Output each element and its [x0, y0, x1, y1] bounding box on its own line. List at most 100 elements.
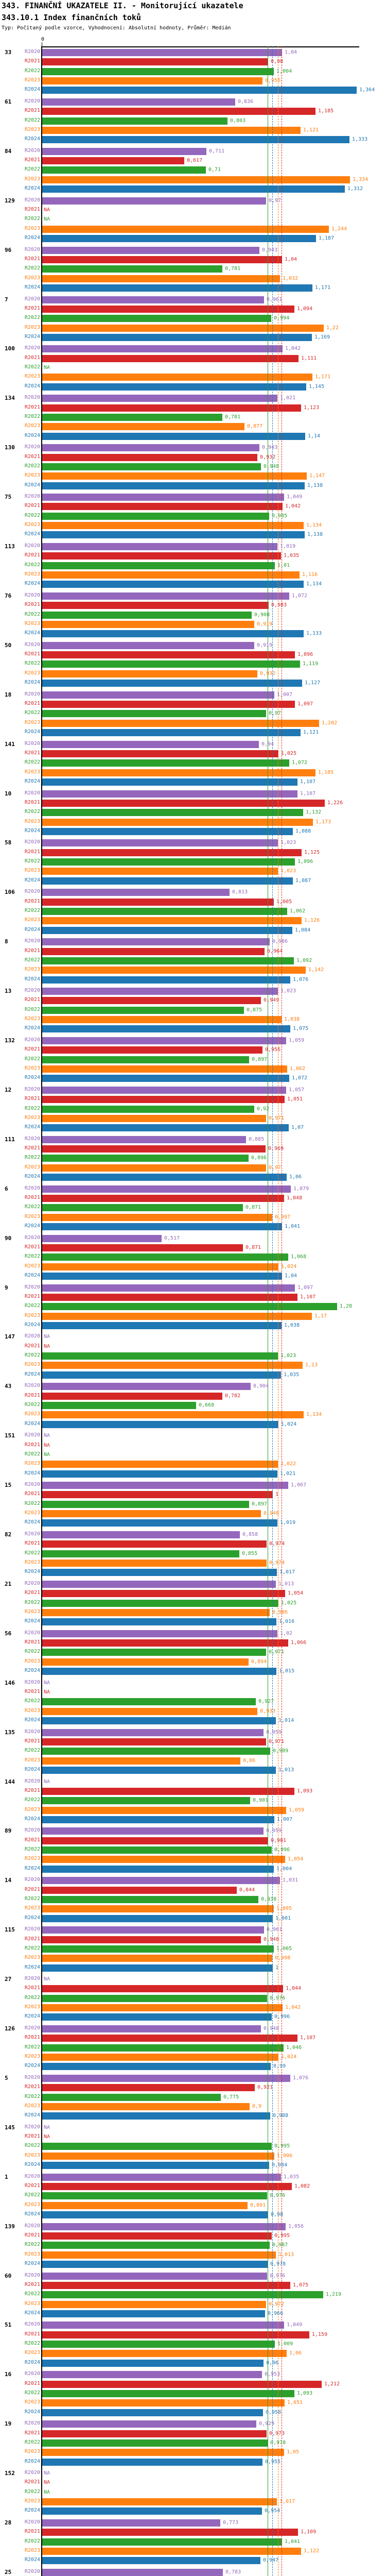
series-label: R2020	[24, 147, 40, 154]
series-label: R2023	[24, 2201, 40, 2208]
series-label: R2023	[24, 374, 40, 380]
bar-value-label: 0,948	[264, 2026, 279, 2031]
bar	[42, 176, 350, 183]
bar-row: R2022 1,068	[0, 1252, 386, 1262]
series-label: R2020	[24, 494, 40, 500]
bar	[42, 117, 227, 125]
bar-value-label: 1,068	[291, 1254, 307, 1260]
bar-row: R2021 0,971	[0, 1737, 386, 1747]
bar-value-label: 1	[275, 1964, 279, 1971]
bar	[42, 602, 269, 609]
bar-value-label: 0,858	[242, 1532, 258, 1537]
bar	[42, 2281, 290, 2289]
bar-value-label: 1,051	[287, 1096, 303, 1103]
series-label: R2023	[24, 275, 40, 281]
bar-value-label: 0,989	[273, 1748, 289, 1754]
bar-row: R2023 1,185	[0, 768, 386, 777]
group-id-label: 132	[5, 1037, 15, 1044]
bar	[42, 1253, 288, 1261]
bar	[42, 2439, 268, 2447]
bar-row: R2023 1,062	[0, 1064, 386, 1074]
bar-row: R2023 1,023	[0, 867, 386, 876]
bar-value-label: 1,006	[277, 2153, 293, 2159]
series-label: R2023	[24, 1016, 40, 1022]
series-label: R2020	[24, 1136, 40, 1142]
series-label: R2024	[24, 2310, 40, 2316]
series-label: R2024	[24, 432, 40, 438]
bar-row: R2024 1,004	[0, 1865, 386, 1874]
bar	[42, 432, 305, 440]
series-label: R2023	[24, 1955, 40, 1961]
bar	[42, 2004, 283, 2012]
bar-row: R2023 0,972	[0, 2300, 386, 2309]
bar-value-label: 0,97	[269, 197, 282, 204]
bar	[42, 1420, 278, 1428]
bar	[42, 1124, 289, 1132]
bar	[42, 275, 280, 282]
group-id-label: 90	[5, 1234, 12, 1242]
series-label: R2022	[24, 710, 40, 716]
bar	[42, 2548, 301, 2555]
bar-row: R2023 1,024	[0, 1262, 386, 1272]
group-id-label: 8	[5, 938, 8, 945]
bar	[42, 1293, 297, 1301]
bar	[42, 1392, 222, 1400]
series-label: R2024	[24, 729, 40, 735]
series-label: R2024	[24, 1914, 40, 1921]
bar	[42, 907, 287, 915]
bar-row: R2024 1,013	[0, 1766, 386, 1775]
bar-row: R2022 0,989	[0, 1747, 386, 1756]
bar	[42, 740, 259, 748]
bar	[42, 2331, 309, 2338]
bar-group: 132 R2020 1,059 R2021 0,956 R2022 0,897 R2023 1,…	[0, 1036, 386, 1086]
bar-row: R2022 0,985	[0, 512, 386, 521]
bar	[42, 1096, 285, 1104]
bar-value-label: 1,013	[278, 1581, 294, 1587]
series-label: R2023	[24, 1856, 40, 1862]
bar	[42, 877, 293, 885]
series-label: R2022	[24, 1401, 40, 1408]
series-label: R2020	[24, 1333, 40, 1340]
bar	[42, 2310, 265, 2317]
series-label: R2023	[24, 917, 40, 923]
group-id-label: 141	[5, 740, 15, 748]
bar	[42, 898, 274, 906]
series-label: R2020	[24, 444, 40, 450]
bar-na-label: NA	[44, 207, 50, 213]
series-label: R2022	[24, 1698, 40, 1704]
bar-group: 113 R2020 1,019 R2021 1,035 R2022 1,01 R2023 1,1…	[0, 542, 386, 591]
bar-row: R2023 1,134	[0, 1410, 386, 1419]
series-label: R2021	[24, 1442, 40, 1448]
bar-row: R2024 0,958	[0, 2408, 386, 2417]
bar	[42, 1766, 276, 1774]
series-label: R2024	[24, 1865, 40, 1871]
bar	[42, 1234, 162, 1242]
bar-row: R2023 0,971	[0, 1114, 386, 1123]
bar-value-label: 0,943	[262, 445, 278, 451]
bar	[42, 2498, 277, 2506]
bar-row: R2022 0,976	[0, 2191, 386, 2200]
bar-value-label: 0,947	[263, 2557, 279, 2564]
bar	[42, 1707, 257, 1715]
bar-row: R2021 1,075	[0, 2281, 386, 2290]
bar-row: R2024 1,016	[0, 1617, 386, 1626]
series-label: R2021	[24, 947, 40, 954]
bar-value-label: 1,127	[305, 680, 321, 686]
series-label: R2020	[24, 543, 40, 549]
bar	[42, 1352, 278, 1360]
bar-row: R2023 1,024	[0, 2053, 386, 2062]
bar	[42, 1757, 240, 1765]
bar-value-label: 0,997	[275, 1214, 291, 1220]
series-label: R2022	[24, 117, 40, 123]
bar	[42, 1461, 278, 1468]
bar-row: R2020 1,097	[0, 1283, 386, 1293]
series-label: R2024	[24, 2211, 40, 2217]
bar	[42, 383, 306, 391]
series-label: R2022	[24, 1945, 40, 1951]
series-label: R2021	[24, 2281, 40, 2287]
bar-row: R2020 0,919	[0, 641, 386, 650]
series-label: R2024	[24, 2162, 40, 2168]
bar	[42, 660, 300, 668]
bar-row: R2024 1,107	[0, 777, 386, 787]
bar	[42, 444, 259, 452]
